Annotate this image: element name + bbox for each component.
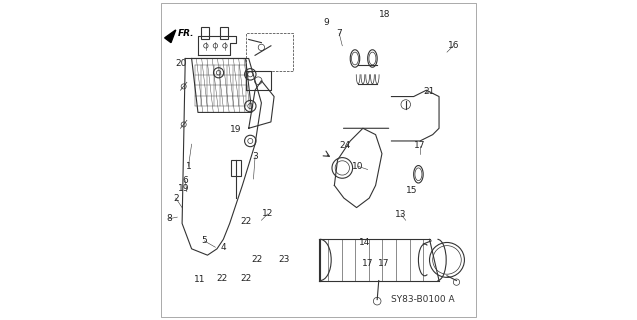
Text: 8: 8: [166, 214, 172, 223]
Text: 14: 14: [359, 238, 370, 247]
Text: 24: 24: [340, 141, 351, 150]
Text: 15: 15: [406, 186, 418, 195]
Polygon shape: [164, 30, 176, 43]
Text: 9: 9: [324, 18, 329, 27]
Text: FR.: FR.: [177, 28, 194, 38]
Text: 13: 13: [395, 210, 407, 219]
Text: 17: 17: [414, 141, 426, 150]
Text: 22: 22: [216, 275, 227, 284]
Text: 22: 22: [240, 275, 251, 284]
Bar: [231, 160, 241, 176]
Text: 23: 23: [278, 255, 289, 264]
Text: 22: 22: [240, 217, 251, 226]
Bar: [201, 27, 209, 39]
Text: 20: 20: [176, 59, 187, 68]
Text: 3: 3: [252, 152, 258, 161]
Text: 2: 2: [173, 194, 178, 203]
Text: 7: 7: [336, 28, 342, 38]
Text: SY83-B0100 A: SY83-B0100 A: [392, 295, 455, 304]
Bar: [220, 27, 228, 39]
Text: 12: 12: [262, 209, 273, 219]
Text: 17: 17: [362, 259, 373, 268]
Text: 19: 19: [230, 125, 242, 134]
Text: 21: 21: [424, 87, 435, 96]
Text: 10: 10: [352, 162, 364, 171]
Text: 16: 16: [448, 41, 459, 50]
Text: 19: 19: [178, 184, 189, 193]
Text: 22: 22: [251, 255, 262, 264]
Text: 1: 1: [185, 162, 191, 171]
Text: 6: 6: [182, 176, 188, 185]
Text: 4: 4: [220, 243, 226, 252]
Text: 11: 11: [194, 276, 205, 284]
Text: 5: 5: [201, 236, 207, 245]
Text: 18: 18: [380, 10, 391, 19]
Text: 17: 17: [378, 259, 389, 268]
